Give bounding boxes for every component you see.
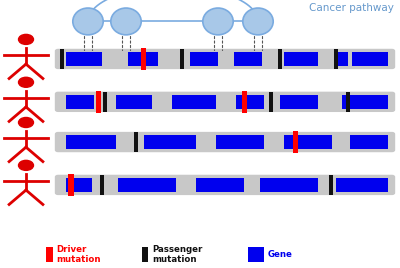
Bar [60,49,64,69]
Bar [66,52,102,66]
Bar [100,175,104,195]
Bar [260,178,318,192]
Circle shape [18,34,34,44]
Bar [242,91,247,113]
FancyBboxPatch shape [55,49,395,69]
Bar [172,95,216,109]
Bar [336,178,388,192]
FancyBboxPatch shape [55,132,395,152]
Bar [293,131,298,153]
Text: Passenger
mutation: Passenger mutation [152,245,202,264]
Text: Gene: Gene [268,250,293,259]
Bar [134,132,138,152]
Bar [236,95,264,109]
Bar [68,174,74,196]
Circle shape [18,77,34,87]
Circle shape [18,117,34,128]
Ellipse shape [111,8,141,35]
Bar [116,95,152,109]
Bar [144,135,196,149]
Bar [284,52,318,66]
Circle shape [18,160,34,170]
Bar [280,95,318,109]
Bar [342,95,388,109]
Bar [190,52,218,66]
Bar [248,247,264,262]
Bar [66,95,94,109]
Bar [329,175,333,195]
Bar [234,52,262,66]
Bar [278,49,282,69]
Bar [103,92,107,112]
Bar [141,48,146,70]
Bar [96,91,101,113]
Bar [128,52,158,66]
FancyBboxPatch shape [55,92,395,112]
FancyBboxPatch shape [55,175,395,195]
Bar [118,178,176,192]
Bar [334,49,338,69]
Bar [269,92,273,112]
Bar [346,92,350,112]
Bar [66,178,92,192]
Bar [216,135,264,149]
Bar [350,135,388,149]
Ellipse shape [243,8,273,35]
Bar [142,247,148,262]
Bar [180,49,184,69]
Bar [352,52,388,66]
Ellipse shape [203,8,233,35]
Bar [196,178,244,192]
Text: Cancer pathway: Cancer pathway [309,3,394,13]
Bar [284,135,332,149]
Bar [46,247,53,262]
Text: Driver
mutation: Driver mutation [56,245,100,264]
Bar [338,52,348,66]
Bar [66,135,116,149]
Ellipse shape [73,8,103,35]
